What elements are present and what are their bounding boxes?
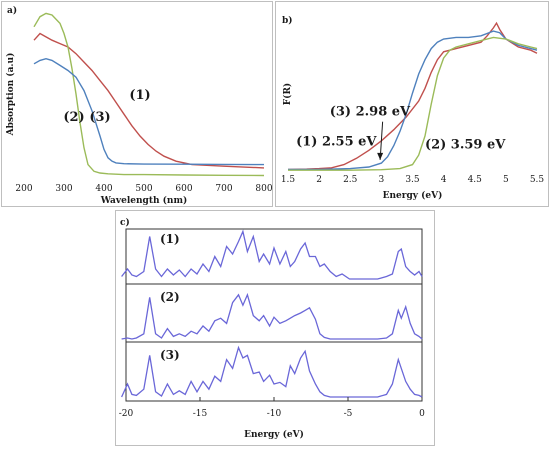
- plot-frame: [125, 228, 423, 402]
- y-axis-title: F(R): [282, 83, 293, 105]
- dos-curve-3: [121, 345, 423, 398]
- series-label: (2): [160, 290, 180, 304]
- series-line-3: [288, 36, 538, 171]
- x-tick-label: 300: [55, 184, 72, 194]
- curve-annotation: (3): [89, 110, 110, 125]
- series-line-2: [33, 12, 265, 177]
- x-axis-title: Wavelength (nm): [100, 195, 188, 206]
- x-tick-label: 5.5: [530, 175, 545, 185]
- x-tick-label: 0: [419, 409, 425, 419]
- band-gap-annotation: (2) 3.59 eV: [425, 138, 506, 153]
- x-tick-label: 400: [95, 184, 112, 194]
- series-line-2: [288, 30, 538, 171]
- x-tick-label: 2.5: [343, 175, 358, 185]
- x-tick-label: 3: [379, 175, 385, 185]
- x-tick-label: -5: [344, 409, 353, 419]
- series-line-3: [33, 57, 265, 166]
- series-line-1: [33, 32, 265, 169]
- x-tick-label: 600: [175, 184, 192, 194]
- reflectance-chart: b) 1.5 2 2.5 3 3.5 4 4.5 5 5.5 Energy (eV) F(R) (1) …: [281, 15, 545, 201]
- curve-annotation: (1): [129, 88, 150, 103]
- x-tick-label: -20: [119, 409, 134, 419]
- chart-panel-a: a) 200 300 400 500 600 700 800 Wavelength (nm) Ab…: [1, 1, 273, 207]
- x-tick-label: 3.5: [405, 175, 420, 185]
- panel-label-c: c): [120, 217, 130, 228]
- x-tick-label: 4.5: [468, 175, 483, 185]
- x-tick-label: 1.5: [281, 175, 296, 185]
- series-line-1: [287, 21, 538, 171]
- x-tick-label: 2: [316, 175, 322, 185]
- panel-label-b: b): [282, 15, 293, 26]
- band-gap-annotation: (1) 2.55 eV: [296, 135, 377, 150]
- x-tick-label: -10: [267, 409, 282, 419]
- absorption-chart: a) 200 300 400 500 600 700 800 Wavelength (nm) Ab…: [5, 5, 273, 206]
- curve-annotation: (2): [63, 110, 84, 125]
- panel-label-a: a): [7, 5, 17, 16]
- x-tick-label: -15: [193, 409, 208, 419]
- x-tick-label: 800: [255, 184, 272, 194]
- x-axis-title: Energy (eV): [383, 190, 443, 201]
- band-gap-annotation: (3) 2.98 eV: [330, 104, 411, 119]
- series-label: (1): [160, 232, 180, 246]
- chart-panel-c: c) (1) (2) (3) -20 -15 -10 -5 0 Energy (eV): [115, 210, 435, 446]
- x-tick-label: 500: [135, 184, 152, 194]
- x-tick-label: 200: [15, 184, 32, 194]
- annotation-arrow-head: [377, 152, 384, 160]
- dos-curve-1: [121, 229, 423, 280]
- series-label: (3): [160, 348, 180, 362]
- x-tick-label: 5: [503, 175, 509, 185]
- dos-curve-2: [121, 292, 423, 340]
- x-tick-label: 700: [215, 184, 232, 194]
- chart-panel-b: b) 1.5 2 2.5 3 3.5 4 4.5 5 5.5 Energy (eV) F(R) (1) …: [275, 1, 549, 207]
- y-axis-title: Absorption (a.u): [5, 53, 16, 137]
- x-tick-label: 4: [441, 175, 447, 185]
- dos-chart: c) (1) (2) (3) -20 -15 -10 -5 0 Energy (eV): [119, 217, 425, 440]
- x-axis-title: Energy (eV): [244, 429, 304, 440]
